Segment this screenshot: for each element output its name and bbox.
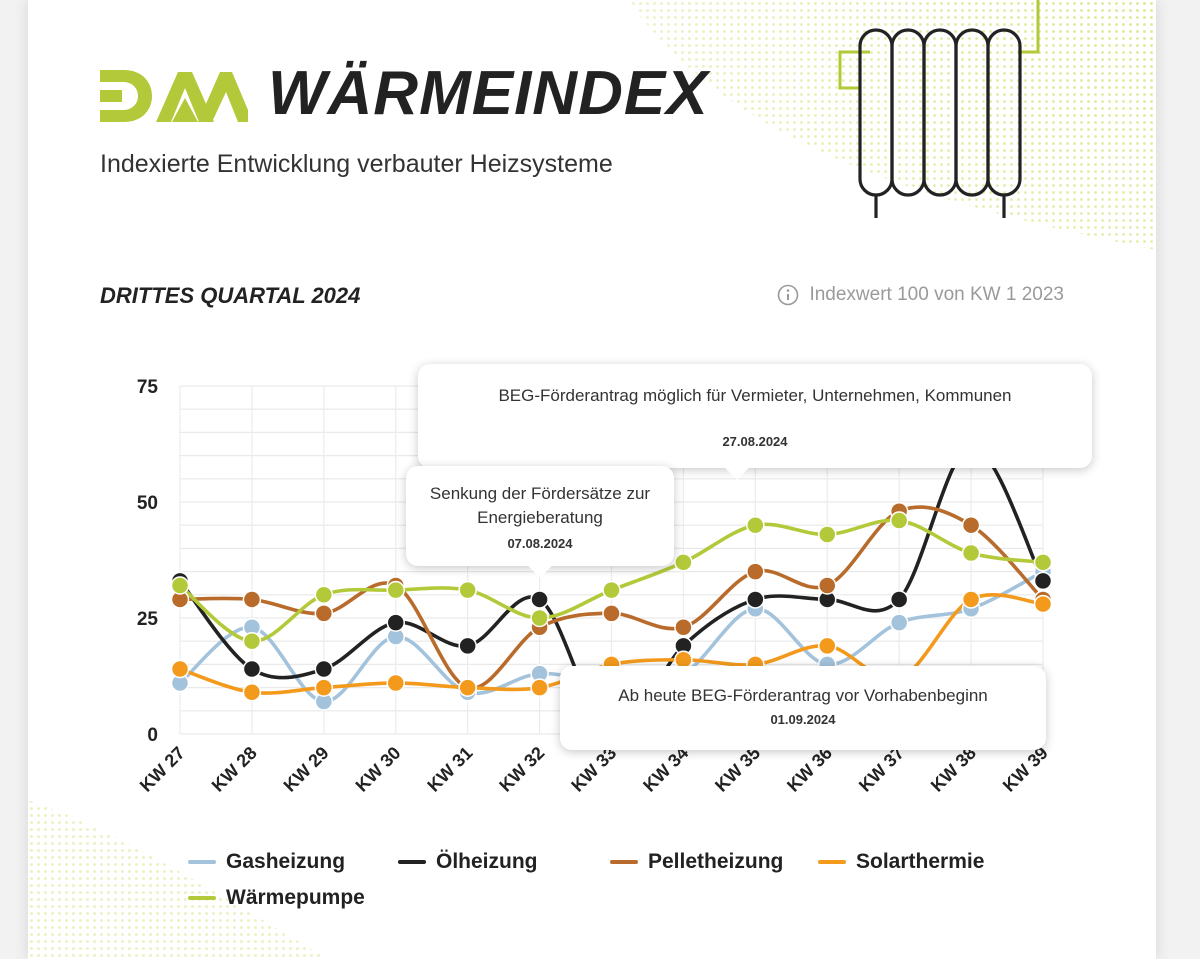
x-tick-label: KW 31 xyxy=(423,743,476,796)
legend-label: Ölheizung xyxy=(436,850,538,873)
legend-label: Wärmepumpe xyxy=(226,886,365,909)
data-point-pelletheizung xyxy=(818,576,837,595)
data-point-waermepumpe xyxy=(314,585,334,605)
data-point-solarthermie xyxy=(242,682,262,702)
data-point-solarthermie xyxy=(458,678,477,697)
data-point-oelheizung xyxy=(314,659,334,679)
data-point-solarthermie xyxy=(961,590,981,609)
data-point-waermepumpe xyxy=(242,631,262,651)
annotation-text: BEG-Förderantrag möglich für Vermieter, … xyxy=(498,386,1012,405)
data-point-waermepumpe xyxy=(1033,553,1053,572)
x-tick-label: KW 37 xyxy=(855,743,908,796)
legend-swatch xyxy=(188,860,216,864)
legend-item-waermepumpe: Wärmepumpe xyxy=(188,886,365,910)
data-point-pelletheizung xyxy=(242,590,262,609)
info-icon xyxy=(778,284,799,306)
x-tick-label: KW 35 xyxy=(711,743,764,796)
legend-swatch xyxy=(610,860,638,864)
x-tick-label: KW 34 xyxy=(639,743,692,796)
legend-item-gasheizung: Gasheizung xyxy=(188,850,345,874)
data-point-solarthermie xyxy=(1033,594,1053,614)
data-point-waermepumpe xyxy=(889,511,909,530)
x-tick-label: KW 28 xyxy=(208,743,261,796)
page-subtitle: Indexierte Entwicklung verbauter Heizsys… xyxy=(100,150,613,178)
data-point-oelheizung xyxy=(458,636,477,656)
data-point-waermepumpe xyxy=(530,608,549,628)
y-tick-label: 25 xyxy=(137,609,159,630)
index-note-text: Indexwert 100 von KW 1 2023 xyxy=(809,284,1064,305)
x-tick-label: KW 27 xyxy=(136,743,189,796)
data-point-waermepumpe xyxy=(674,553,693,572)
x-tick-label: KW 30 xyxy=(352,743,405,796)
data-point-oelheizung xyxy=(242,659,262,679)
legend-item-pelletheizung: Pelletheizung xyxy=(610,850,783,874)
annotation-callout-beg-vermieter: BEG-Förderantrag möglich für Vermieter, … xyxy=(418,364,1092,480)
data-point-oelheizung xyxy=(1033,571,1053,591)
data-point-waermepumpe xyxy=(386,580,405,600)
legend-swatch xyxy=(398,860,426,864)
y-tick-label: 0 xyxy=(147,725,158,746)
index-note: Indexwert 100 von KW 1 2023 xyxy=(777,284,1064,306)
x-tick-label: KW 32 xyxy=(495,743,548,796)
data-point-waermepumpe xyxy=(602,580,621,600)
data-point-waermepumpe xyxy=(818,525,837,544)
radiator-icon xyxy=(838,0,1040,218)
y-tick-label: 50 xyxy=(137,493,158,514)
infographic-card: WÄRMEINDEX Indexierte Entwicklung verbau… xyxy=(28,0,1156,959)
y-tick-label: 75 xyxy=(137,377,159,398)
legend-label: Pelletheizung xyxy=(648,850,784,873)
data-point-oelheizung xyxy=(889,590,909,609)
data-point-waermepumpe xyxy=(170,576,190,595)
annotation-date: 07.08.2024 xyxy=(507,536,573,551)
data-point-pelletheizung xyxy=(314,604,334,623)
legend-swatch xyxy=(818,860,846,864)
x-tick-label: KW 29 xyxy=(280,743,333,796)
legend-label: Gasheizung xyxy=(226,850,346,873)
annotation-text: Senkung der Fördersätze zur Energieberat… xyxy=(429,484,651,527)
legend-item-solarthermie: Solarthermie xyxy=(818,850,984,874)
section-title: DRITTES QUARTAL 2024 xyxy=(100,283,361,308)
data-point-waermepumpe xyxy=(458,580,477,600)
data-point-solarthermie xyxy=(314,678,334,697)
data-point-oelheizung xyxy=(746,590,765,609)
x-tick-label: KW 38 xyxy=(927,743,980,796)
data-point-pelletheizung xyxy=(602,604,621,623)
data-point-solarthermie xyxy=(530,678,549,697)
annotation-date: 01.09.2024 xyxy=(770,712,836,727)
data-point-pelletheizung xyxy=(674,618,693,637)
data-point-solarthermie xyxy=(170,659,190,679)
page-title: WÄRMEINDEX xyxy=(268,59,709,128)
x-tick-label: KW 39 xyxy=(999,743,1052,796)
annotation-callout-vorhabenbeginn: Ab heute BEG-Förderantrag vor Vorhabenbe… xyxy=(560,666,1046,750)
data-point-solarthermie xyxy=(818,636,837,656)
data-point-pelletheizung xyxy=(961,515,981,535)
data-point-solarthermie xyxy=(386,673,405,693)
data-point-waermepumpe xyxy=(961,543,981,563)
daa-logo xyxy=(100,70,248,122)
annotation-callout-energieberatung: Senkung der Fördersätze zur Energieberat… xyxy=(406,466,674,578)
data-point-oelheizung xyxy=(386,613,405,632)
legend-swatch xyxy=(188,896,216,900)
legend-item-oelheizung: Ölheizung xyxy=(398,850,538,874)
annotation-date: 27.08.2024 xyxy=(722,434,788,449)
x-tick-label: KW 33 xyxy=(567,743,620,796)
x-tick-label: KW 36 xyxy=(783,743,836,796)
annotation-text: Ab heute BEG-Förderantrag vor Vorhabenbe… xyxy=(618,686,988,705)
data-point-pelletheizung xyxy=(746,562,765,581)
data-point-oelheizung xyxy=(530,590,549,609)
data-point-gasheizung xyxy=(889,613,909,632)
legend-label: Solarthermie xyxy=(856,850,985,873)
data-point-waermepumpe xyxy=(746,515,765,535)
